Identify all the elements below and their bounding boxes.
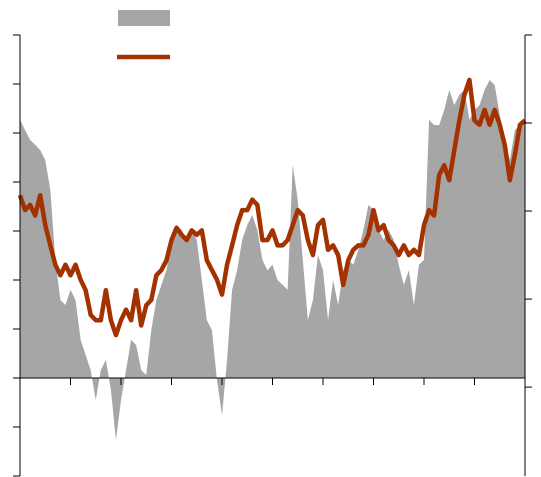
- area: [20, 80, 525, 441]
- line: [17, 77, 527, 338]
- legend-swatch: [118, 10, 170, 26]
